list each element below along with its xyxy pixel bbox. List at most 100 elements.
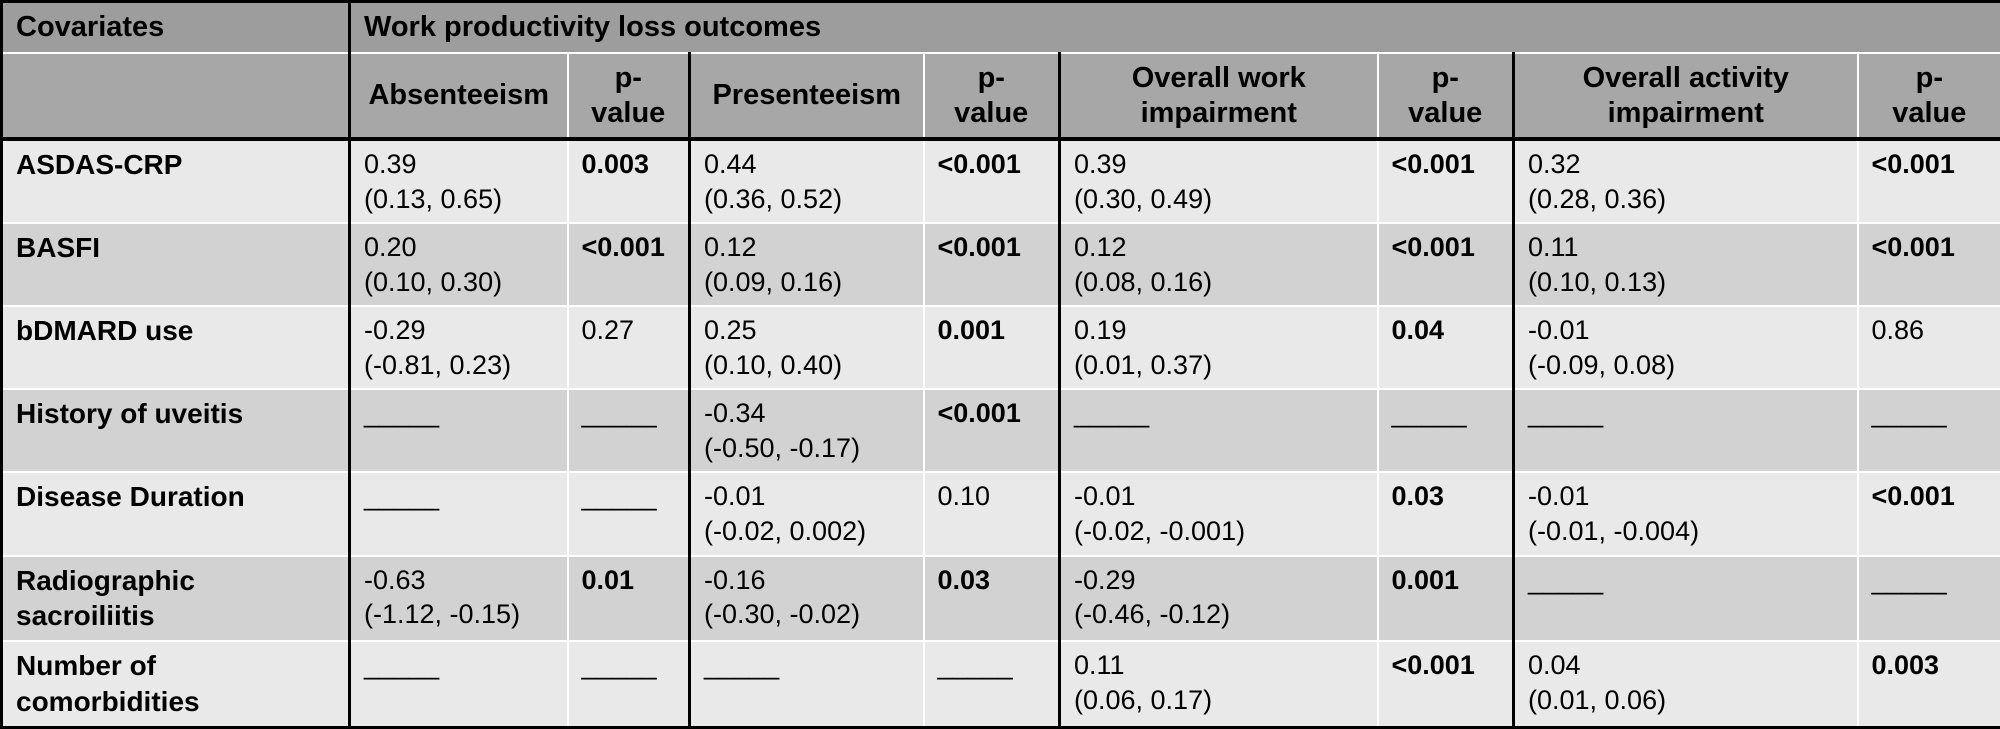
estimate-value: 0.19 [1074,313,1364,348]
estimate-value: -0.63 [364,563,554,598]
covariate-label: bDMARD use [2,306,350,389]
estimate-value: _____ [1528,563,1844,598]
p-value-cell: _____ [1378,389,1514,472]
confidence-interval: (-0.09, 0.08) [1528,348,1844,383]
estimate-value: _____ [704,648,910,683]
confidence-interval: (0.28, 0.36) [1528,182,1844,217]
estimate-cell: _____ [350,641,568,727]
estimate-value: _____ [364,396,554,431]
confidence-interval: (-0.50, -0.17) [704,431,910,466]
estimate-cell: -0.01 (-0.02, -0.001) [1060,472,1378,555]
column-header-presenteeism: Presenteeism [690,53,924,139]
confidence-interval: (0.09, 0.16) [704,265,910,300]
confidence-interval: (0.10, 0.13) [1528,265,1844,300]
estimate-cell: -0.34 (-0.50, -0.17) [690,389,924,472]
table-row: Disease Duration _____ _____ -0.01 (-0.0… [2,472,2000,555]
table-row: ASDAS-CRP 0.39 (0.13, 0.65) 0.003 0.44 (… [2,139,2000,223]
estimate-value: -0.01 [1528,479,1844,514]
estimate-value: -0.01 [1528,313,1844,348]
estimate-value: 0.20 [364,230,554,265]
p-value-cell: _____ [1858,556,2000,642]
estimate-cell: 0.20 (0.10, 0.30) [350,223,568,306]
table-row: bDMARD use -0.29 (-0.81, 0.23) 0.27 0.25… [2,306,2000,389]
estimate-value: 0.12 [1074,230,1364,265]
p-value-cell: <0.001 [924,139,1060,223]
p-value-cell: 0.03 [1378,472,1514,555]
confidence-interval: (-0.81, 0.23) [364,348,554,383]
p-value-cell: 0.001 [924,306,1060,389]
p-value-cell: <0.001 [1378,139,1514,223]
estimate-cell: 0.12 (0.08, 0.16) [1060,223,1378,306]
p-value-cell: <0.001 [924,389,1060,472]
confidence-interval: (0.36, 0.52) [704,182,910,217]
column-header-overall-work-impairment: Overall work impairment [1060,53,1378,139]
confidence-interval: (0.01, 0.37) [1074,348,1364,383]
covariate-label: BASFI [2,223,350,306]
table-row: History of uveitis _____ _____ -0.34 (-0… [2,389,2000,472]
confidence-interval: (-1.12, -0.15) [364,597,554,632]
estimate-value: -0.29 [1074,563,1364,598]
column-header-row: Absenteeism p- value Presenteeism p- val… [2,53,2000,139]
confidence-interval: (0.08, 0.16) [1074,265,1364,300]
p-value-cell: 0.003 [568,139,690,223]
p-value-cell: 0.04 [1378,306,1514,389]
estimate-value: 0.44 [704,147,910,182]
estimate-cell: 0.12 (0.09, 0.16) [690,223,924,306]
estimate-cell: 0.39 (0.13, 0.65) [350,139,568,223]
estimate-cell: 0.39 (0.30, 0.49) [1060,139,1378,223]
p-value-cell: _____ [568,389,690,472]
p-value-cell: <0.001 [1378,641,1514,727]
p-value-cell: 0.27 [568,306,690,389]
estimate-value: _____ [1074,396,1364,431]
confidence-interval: (0.13, 0.65) [364,182,554,217]
covariate-label: ASDAS-CRP [2,139,350,223]
column-header-absenteeism: Absenteeism [350,53,568,139]
estimate-cell: -0.63 (-1.12, -0.15) [350,556,568,642]
estimate-value: _____ [364,648,554,683]
covariate-label: Disease Duration [2,472,350,555]
confidence-interval: (-0.30, -0.02) [704,597,910,632]
p-value-cell: _____ [568,472,690,555]
estimate-value: 0.39 [364,147,554,182]
column-header-pvalue-3: p- value [1378,53,1514,139]
p-value-cell: 0.03 [924,556,1060,642]
estimate-cell: -0.29 (-0.81, 0.23) [350,306,568,389]
confidence-interval: (-0.02, 0.002) [704,514,910,549]
estimate-value: 0.04 [1528,648,1844,683]
column-header-pvalue-4: p- value [1858,53,2000,139]
covariate-label: Radiographic sacroiliitis [2,556,350,642]
estimate-value: -0.34 [704,396,910,431]
estimate-value: -0.29 [364,313,554,348]
estimate-value: 0.11 [1074,648,1364,683]
confidence-interval: (0.10, 0.30) [364,265,554,300]
p-value-cell: 0.01 [568,556,690,642]
confidence-interval: (-0.01, -0.004) [1528,514,1844,549]
estimate-cell: _____ [1514,556,1858,642]
covariate-label: Number of comorbidities [2,641,350,727]
table-row: BASFI 0.20 (0.10, 0.30) <0.001 0.12 (0.0… [2,223,2000,306]
estimate-cell: _____ [350,389,568,472]
table-row: Radiographic sacroiliitis -0.63 (-1.12, … [2,556,2000,642]
estimate-value: _____ [364,479,554,514]
table-title-row: Covariates Work productivity loss outcom… [2,2,2000,54]
p-value-cell: 0.10 [924,472,1060,555]
p-value-cell: <0.001 [1858,139,2000,223]
estimate-cell: -0.01 (-0.02, 0.002) [690,472,924,555]
estimate-cell: 0.11 (0.10, 0.13) [1514,223,1858,306]
p-value-cell: _____ [568,641,690,727]
estimate-value: _____ [1528,396,1844,431]
p-value-cell: _____ [1858,389,2000,472]
estimate-value: 0.39 [1074,147,1364,182]
estimate-cell: 0.32 (0.28, 0.36) [1514,139,1858,223]
confidence-interval: (-0.02, -0.001) [1074,514,1364,549]
estimate-cell: 0.25 (0.10, 0.40) [690,306,924,389]
estimate-value: -0.01 [1074,479,1364,514]
estimate-cell: -0.16 (-0.30, -0.02) [690,556,924,642]
column-header-pvalue-2: p- value [924,53,1060,139]
covariate-label: History of uveitis [2,389,350,472]
estimate-value: 0.12 [704,230,910,265]
p-value-cell: <0.001 [568,223,690,306]
estimate-value: -0.16 [704,563,910,598]
